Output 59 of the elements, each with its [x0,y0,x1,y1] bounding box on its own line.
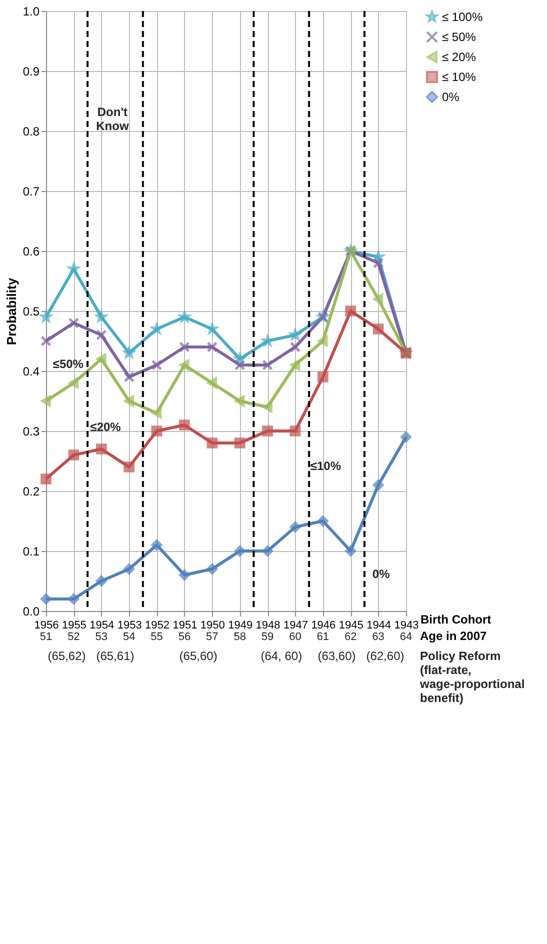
x-tick-label: 1954 [90,620,114,632]
y-tick-label: 0.8 [22,124,40,138]
annotation: ≤50% [52,357,84,371]
legend-label: ≤ 10% [442,70,476,84]
y-tick-label: 0.4 [22,364,40,378]
text: Policy Reform (flat-rate, wage-proportional benefit) [419,649,525,705]
x-tick-label: 1943 [394,620,419,632]
x-tick-label: 1947 [283,620,308,632]
x2-tick-label: 55 [150,631,163,643]
x2-tick-label: 63 [372,631,384,643]
x-tick-label: 1945 [338,620,364,632]
y-tick-label: 0.1 [22,544,40,558]
x2-tick-label: 51 [40,631,52,643]
x2-tick-label: 59 [261,631,274,643]
y-tick-label: 0.0 [22,604,40,618]
text: (63,60) [318,649,356,663]
x-tick-label: 1949 [228,620,253,632]
x-tick-label: 1948 [256,620,280,632]
x2-tick-label: 58 [234,631,246,643]
x-tick-label: 1946 [311,620,336,632]
x-axis-title: Birth Cohort [420,612,492,626]
x-tick-label: 1952 [145,620,170,632]
x2-tick-label: 64 [400,631,412,643]
text: (64, 60) [260,649,302,663]
text: (65,60) [179,649,218,663]
y-tick-label: 0.2 [22,484,40,498]
y-tick-label: 0.9 [22,64,40,78]
x-tick-label: 1950 [200,620,225,632]
x-tick-label: 1956 [34,620,59,632]
x-tick-label: 1951 [172,620,198,632]
x2-tick-label: 53 [95,631,108,643]
text: (65,62) [48,649,86,663]
x2-tick-label: 61 [316,631,330,643]
x2-tick-label: 52 [68,631,80,643]
x-tick-label: 1955 [62,620,86,632]
legend-label: ≤ 100% [442,10,483,24]
annotation: ≤20% [90,420,122,434]
annotation: 0% [372,567,390,581]
legend-label: ≤ 50% [442,30,476,44]
y-axis-title: Probability [4,277,19,346]
x2-tick-label: 60 [289,631,302,643]
y-tick-label: 0.5 [22,304,40,318]
legend-label: 0% [442,90,460,104]
annotation: ≤10% [310,459,342,473]
x-tick-label: 1944 [366,620,392,632]
y-tick-label: 1.0 [22,4,40,18]
y-tick-label: 0.7 [22,184,40,198]
y-tick-label: 0.3 [22,424,40,438]
x2-axis-title: Age in 2007 [420,629,488,643]
annotation: Don't Know [96,105,130,133]
text: (62,60) [366,649,404,663]
x2-tick-label: 54 [122,631,136,643]
legend-label: ≤ 20% [442,50,476,64]
text: (65,61) [96,649,134,663]
x2-tick-label: 62 [344,631,357,643]
x2-tick-label: 57 [206,631,218,643]
x2-tick-label: 56 [178,631,191,643]
x-tick-label: 1953 [117,620,142,632]
y-tick-label: 0.6 [22,244,40,258]
